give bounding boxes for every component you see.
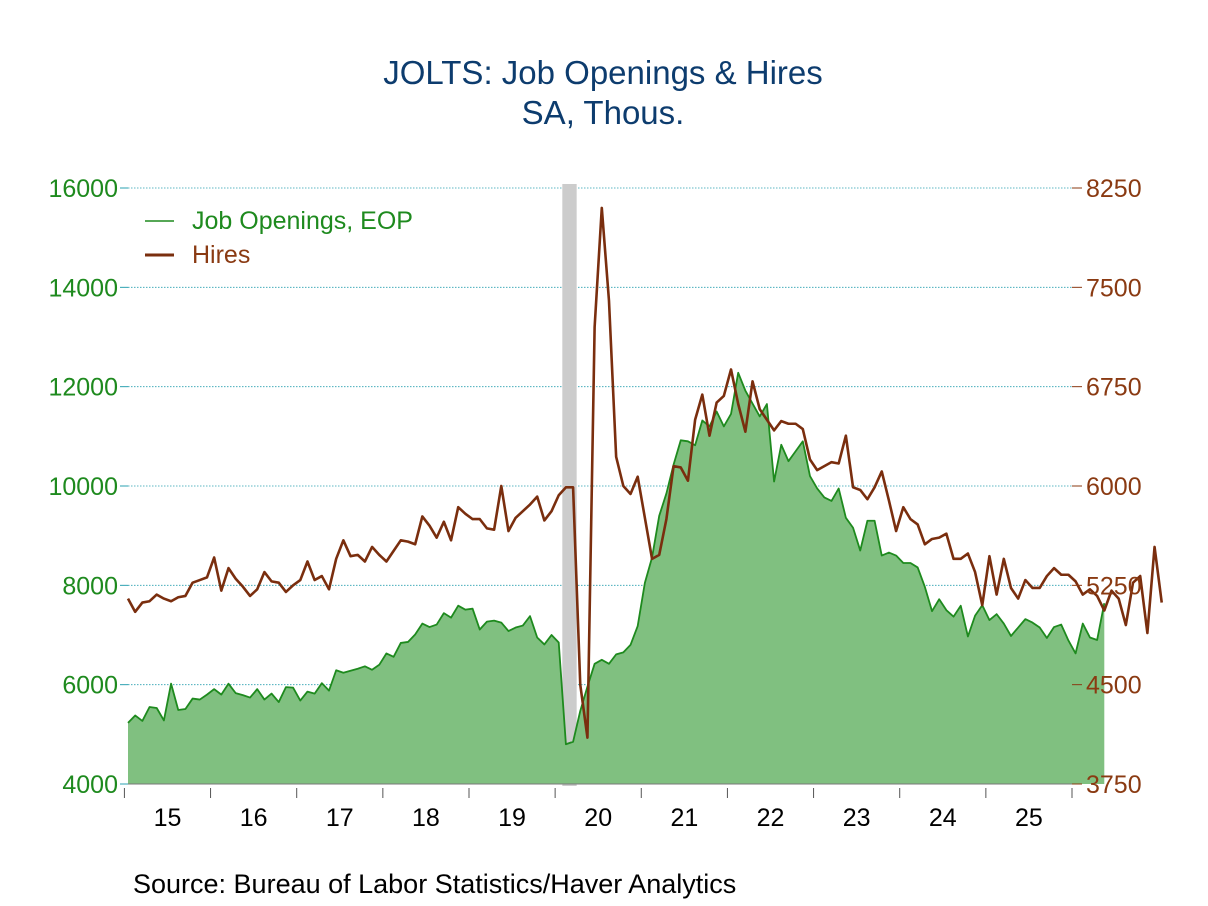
- x-tick-label: 21: [670, 804, 698, 832]
- x-tick-label: 24: [929, 804, 957, 832]
- x-tick-label: 20: [584, 804, 612, 832]
- chart-title: JOLTS: Job Openings & Hires: [383, 54, 823, 91]
- recession-shading: [562, 184, 577, 786]
- left-tick-label: 6000: [62, 672, 118, 700]
- x-tick-label: 15: [154, 804, 182, 832]
- left-tick-label: 16000: [48, 175, 118, 203]
- recession-band: [562, 184, 577, 786]
- chart-subtitle: SA, Thous.: [522, 94, 685, 131]
- x-tick-label: 23: [843, 804, 871, 832]
- right-tick-label: 6000: [1086, 473, 1142, 501]
- left-tick-label: 4000: [62, 771, 118, 799]
- job-openings-area: [127, 371, 1106, 784]
- right-tick-label: 5250: [1086, 572, 1142, 600]
- right-tick-label: 7500: [1086, 274, 1142, 302]
- legend: Job Openings, EOP Hires: [145, 207, 413, 269]
- x-tick-label: 18: [412, 804, 440, 832]
- right-tick-label: 4500: [1086, 672, 1142, 700]
- left-tick-label: 12000: [48, 374, 118, 402]
- right-tick-label: 8250: [1086, 175, 1142, 203]
- source-note: Source: Bureau of Labor Statistics/Haver…: [133, 869, 736, 899]
- right-tick-label: 6750: [1086, 374, 1142, 402]
- legend-label-hires: Hires: [192, 241, 250, 269]
- legend-label-job-openings: Job Openings, EOP: [192, 207, 413, 235]
- axes: [120, 187, 1082, 785]
- left-axis-ticks: 4000 6000 8000 10000 12000 14000 16000: [48, 175, 118, 799]
- x-axis-ticks: 15 16 17 18 19 20 21 22 23 24 25: [123, 788, 1073, 832]
- hires-line-layer: [126, 206, 1164, 739]
- x-tick-label: 19: [498, 804, 526, 832]
- right-tick-label: 3750: [1086, 771, 1142, 799]
- x-tick-label: 17: [326, 804, 354, 832]
- x-tick-label: 16: [240, 804, 268, 832]
- job-openings-area-fill: [128, 372, 1105, 784]
- left-tick-label: 8000: [62, 572, 118, 600]
- job-openings-line: [127, 371, 1106, 746]
- right-axis-ticks: 3750 4500 5250 6000 6750 7500 8250: [1086, 175, 1142, 799]
- hires-line: [126, 206, 1164, 739]
- x-tick-label: 22: [757, 804, 785, 832]
- x-tick-label: 25: [1015, 804, 1043, 832]
- left-tick-label: 14000: [48, 274, 118, 302]
- left-tick-label: 10000: [48, 473, 118, 501]
